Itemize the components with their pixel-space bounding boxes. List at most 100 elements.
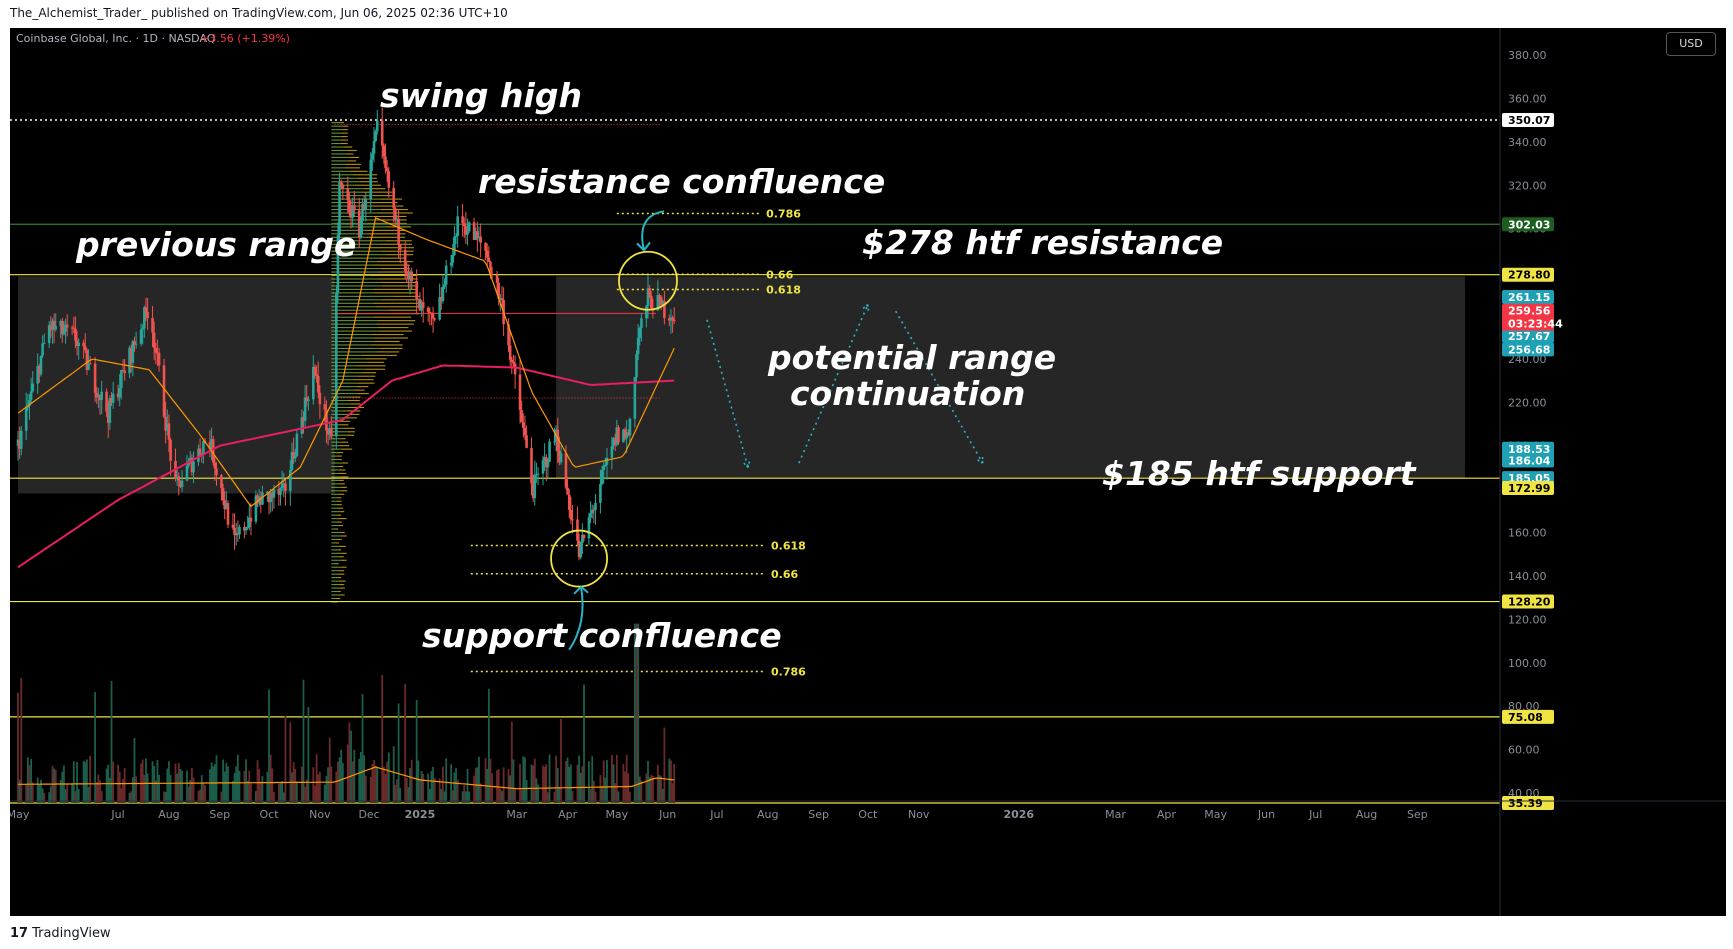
- candle-body: [75, 340, 79, 346]
- profile-bar-up: [331, 459, 339, 461]
- profile-bar-up: [331, 125, 344, 127]
- profile-bar-down: [343, 146, 353, 148]
- profile-bar-up: [331, 285, 382, 287]
- volume-bar: [386, 761, 389, 803]
- profile-bar-down: [373, 215, 407, 218]
- candle-body: [351, 205, 354, 218]
- volume-bar: [108, 777, 111, 803]
- price-tag-259.56: 259.56: [1508, 305, 1551, 318]
- candle-body: [610, 446, 614, 458]
- legend: Coinbase Global, Inc. · 1D · NASDAQ+3.56…: [16, 32, 290, 45]
- candle-body: [453, 236, 456, 256]
- profile-bar-up: [331, 559, 341, 561]
- candle-body: [226, 503, 230, 525]
- previous-range-label: previous range: [75, 225, 356, 264]
- profile-bar-up: [331, 500, 338, 502]
- time-tick-label: Jul: [709, 808, 723, 821]
- level-tag-35.39: 35.39: [1508, 797, 1543, 810]
- range-boxes: [18, 276, 1465, 494]
- candle-body: [318, 392, 322, 405]
- volume-bar: [353, 749, 356, 803]
- volume-bar: [363, 755, 366, 803]
- candle-body: [646, 288, 650, 307]
- profile-bar-up: [331, 490, 341, 492]
- volume-bar: [158, 774, 160, 803]
- support-arrow: [568, 586, 584, 651]
- time-tick-label: May: [10, 808, 30, 821]
- candle-body: [374, 131, 377, 141]
- volume-bar: [464, 791, 467, 803]
- candle-body: [197, 448, 200, 462]
- volume-bar: [463, 785, 466, 803]
- price-chart[interactable]: 0.786 0.66 0.618 0.618 0.66 0.786 swing high r…: [10, 28, 1726, 916]
- candle-body: [26, 406, 30, 408]
- price-tag-172.99: 172.99: [1508, 482, 1550, 495]
- volume-bar: [259, 781, 262, 803]
- profile-bar-up: [331, 229, 366, 231]
- profile-bar-up: [331, 386, 358, 388]
- profile-bar-down: [378, 271, 412, 273]
- candle-body: [622, 429, 625, 443]
- profile-bar-up: [331, 389, 354, 391]
- volume-bar: [49, 786, 52, 803]
- tradingview-logo[interactable]: 17 TradingView: [10, 926, 111, 941]
- volume-bar: [535, 778, 538, 803]
- profile-bar-up: [331, 330, 379, 332]
- candle-body: [330, 428, 333, 437]
- candle-body: [293, 456, 297, 459]
- candle-body: [523, 427, 527, 436]
- profile-bar-down: [354, 184, 381, 186]
- volume-bar: [48, 792, 51, 803]
- candle-body: [571, 519, 574, 521]
- candle-body: [100, 391, 103, 401]
- profile-bar-up: [331, 545, 340, 547]
- candle-body: [671, 317, 674, 320]
- profile-bar-down: [377, 327, 409, 329]
- profile-bar-up: [331, 483, 340, 485]
- profile-bar-up: [331, 538, 337, 540]
- fib-bottom-label: 0.66: [771, 568, 798, 581]
- candle-body: [626, 432, 630, 436]
- candle-body: [313, 366, 317, 375]
- candle-body: [300, 417, 304, 434]
- profile-bar-up: [331, 372, 361, 374]
- chart-frame[interactable]: 0.786 0.66 0.618 0.618 0.66 0.786 swing high r…: [10, 28, 1726, 916]
- volume-bar: [663, 727, 666, 803]
- candle-body: [121, 370, 125, 372]
- time-tick-label: Mar: [506, 808, 527, 821]
- candle-body: [156, 352, 159, 354]
- volume-bar: [450, 764, 453, 803]
- currency-button[interactable]: USD: [1666, 32, 1716, 56]
- volume-bar: [668, 758, 671, 803]
- volume-bar: [325, 775, 328, 803]
- profile-bar-up: [331, 337, 374, 339]
- volume-bar: [305, 779, 308, 803]
- price-tag-261.15-bg: [1502, 290, 1554, 305]
- profile-bar-down: [352, 174, 378, 176]
- volume-bar: [670, 760, 672, 803]
- profile-bar-down: [336, 521, 342, 523]
- price-tick-label: 340.00: [1508, 136, 1547, 149]
- volume-bar: [168, 761, 170, 803]
- candle-body: [669, 317, 673, 321]
- volume-bar: [382, 766, 385, 803]
- resistance-arrow: [641, 210, 665, 251]
- candle-body: [144, 307, 148, 313]
- volume-bar: [612, 764, 615, 803]
- candle-body: [364, 199, 368, 210]
- candle-body: [29, 391, 33, 400]
- volume-bar: [141, 759, 144, 803]
- candle-body: [541, 460, 545, 474]
- volume-bar: [277, 783, 280, 803]
- volume-bar: [592, 780, 595, 803]
- profile-bar-up: [331, 236, 367, 238]
- candle-body: [487, 257, 491, 262]
- profile-bar-up: [331, 240, 386, 242]
- volume-bar: [468, 791, 471, 803]
- potential-range-label-2: continuation: [790, 374, 1025, 413]
- profile-bar-up: [331, 271, 379, 273]
- candle-body: [234, 533, 238, 536]
- profile-bar-down: [365, 368, 386, 370]
- profile-bar-down: [335, 542, 339, 544]
- profile-bar-down: [373, 337, 409, 339]
